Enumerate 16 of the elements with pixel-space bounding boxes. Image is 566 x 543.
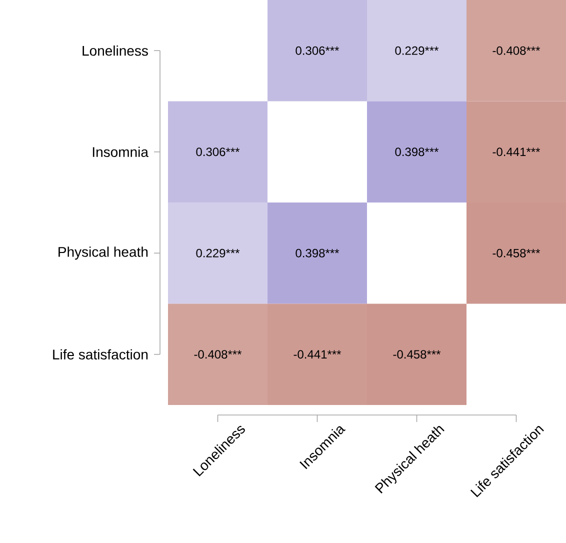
- data-label: 0.229***: [395, 46, 439, 55]
- data-label: 0.229***: [196, 248, 240, 258]
- data-label: 0.398***: [296, 248, 340, 258]
- data-label: -0.458***: [492, 248, 540, 258]
- y-tick-label: Life satisfaction: [53, 349, 148, 360]
- data-label: -0.408***: [194, 350, 242, 359]
- data-label: 0.398***: [395, 148, 439, 156]
- y-tick-label: Loneliness: [82, 45, 148, 56]
- data-label: -0.458***: [393, 350, 441, 359]
- data-label: 0.306***: [196, 148, 240, 156]
- y-tick-label: Physical heath: [58, 246, 148, 260]
- data-label: 0.306***: [296, 46, 340, 55]
- data-label: -0.408***: [492, 46, 540, 55]
- data-label: -0.441***: [294, 350, 342, 359]
- data-label: -0.441***: [492, 148, 540, 156]
- y-tick-label: Insomnia: [92, 146, 148, 158]
